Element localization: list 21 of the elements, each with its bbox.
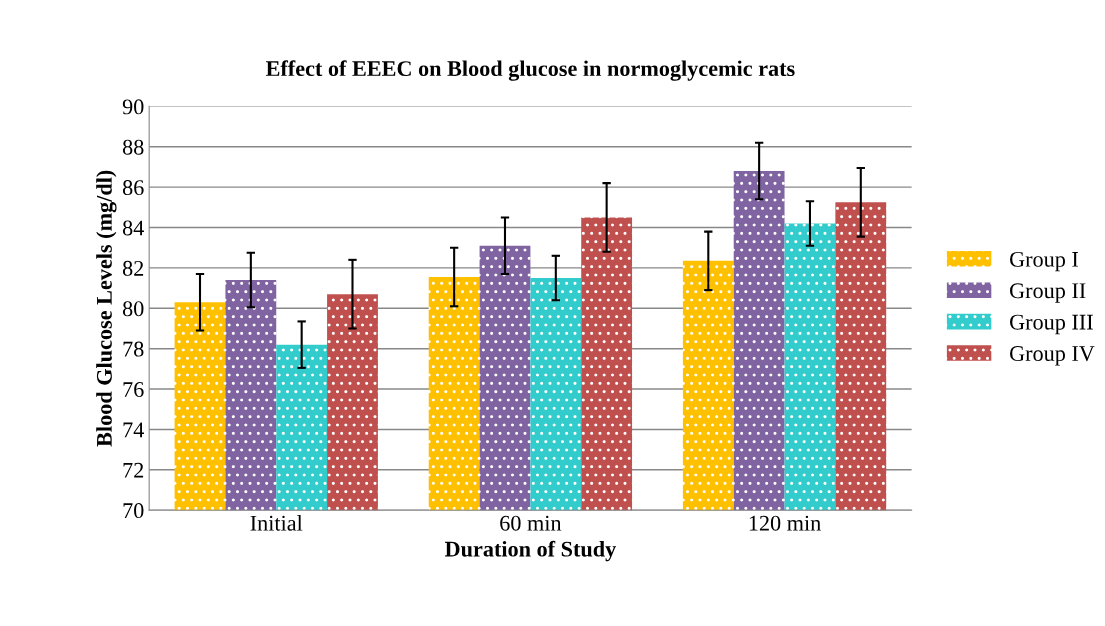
- y-tick-label: 76: [123, 382, 144, 397]
- y-tick-label: 84: [122, 220, 144, 236]
- legend-label: Group III: [1010, 314, 1093, 335]
- y-tick-label: 72: [123, 462, 144, 478]
- y-tick-label: 86: [122, 180, 144, 196]
- x-axis-title: Duration of Study: [444, 540, 617, 562]
- y-axis-title: Blood Glucose Levels (mg/dl): [96, 170, 117, 447]
- y-tick-label: 70: [123, 503, 144, 519]
- y-tick-label: 90: [122, 99, 144, 115]
- y-tick-label: 74: [123, 422, 144, 438]
- y-tick-label: 82: [122, 260, 144, 276]
- legend-label: Group I: [1010, 251, 1079, 272]
- y-tick-label: 88: [122, 139, 144, 155]
- x-tick-label: 60 min: [500, 515, 562, 531]
- x-tick-label: Initial: [250, 515, 303, 531]
- x-tick-label: 120 min: [749, 515, 821, 531]
- y-tick-label: 78: [123, 341, 144, 357]
- legend-label: Group IV: [1010, 346, 1095, 366]
- chart-title: Effect of EEEC on Blood glucose in normoglycemic rats: [265, 60, 795, 81]
- y-tick-label: 80: [122, 301, 144, 317]
- legend-label: Group II: [1010, 283, 1086, 303]
